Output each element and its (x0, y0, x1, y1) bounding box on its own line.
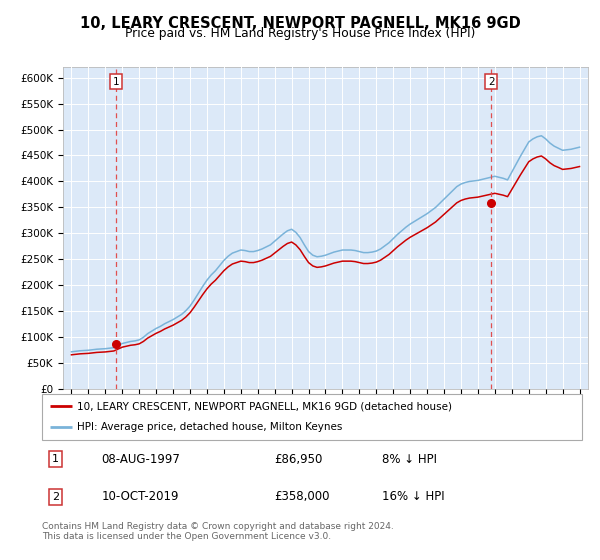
Text: 16% ↓ HPI: 16% ↓ HPI (382, 491, 445, 503)
Text: 1: 1 (52, 454, 59, 464)
Text: £86,950: £86,950 (274, 452, 323, 465)
Text: 1: 1 (112, 77, 119, 87)
Text: 08-AUG-1997: 08-AUG-1997 (101, 452, 180, 465)
Text: Price paid vs. HM Land Registry's House Price Index (HPI): Price paid vs. HM Land Registry's House … (125, 27, 475, 40)
FancyBboxPatch shape (42, 394, 582, 440)
Text: HPI: Average price, detached house, Milton Keynes: HPI: Average price, detached house, Milt… (77, 422, 343, 432)
Text: Contains HM Land Registry data © Crown copyright and database right 2024.
This d: Contains HM Land Registry data © Crown c… (42, 522, 394, 542)
Text: 2: 2 (52, 492, 59, 502)
Text: 2: 2 (488, 77, 494, 87)
Text: 10, LEARY CRESCENT, NEWPORT PAGNELL, MK16 9GD (detached house): 10, LEARY CRESCENT, NEWPORT PAGNELL, MK1… (77, 401, 452, 411)
Text: 10-OCT-2019: 10-OCT-2019 (101, 491, 179, 503)
Text: £358,000: £358,000 (274, 491, 330, 503)
Text: 10, LEARY CRESCENT, NEWPORT PAGNELL, MK16 9GD: 10, LEARY CRESCENT, NEWPORT PAGNELL, MK1… (80, 16, 520, 31)
Text: 8% ↓ HPI: 8% ↓ HPI (382, 452, 437, 465)
